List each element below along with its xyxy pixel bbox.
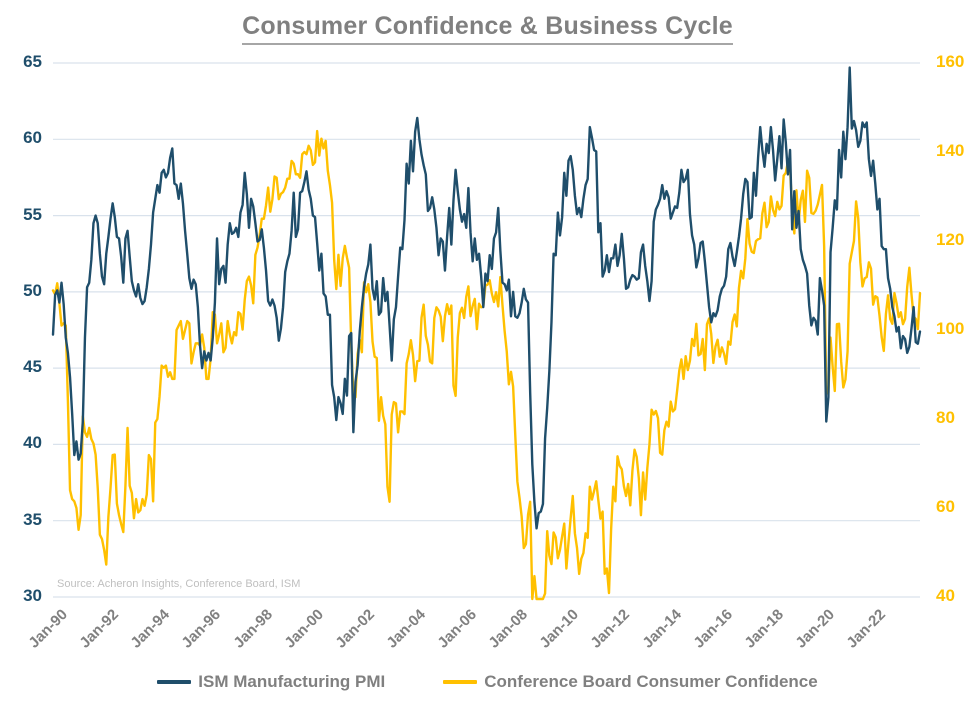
y-axis-right-tick: 160 (936, 52, 965, 71)
y-axis-left-tick: 30 (23, 586, 42, 605)
chart-legend: ISM Manufacturing PMI Conference Board C… (0, 672, 975, 692)
y-axis-left-tick: 55 (23, 204, 42, 224)
y-axis-left-tick: 65 (23, 52, 42, 71)
y-axis-left-tick: 50 (23, 280, 42, 300)
series-lines (51, 66, 922, 601)
legend-swatch-pmi (157, 680, 192, 684)
y-axis-right-tick: 80 (936, 408, 955, 427)
y-axis-left-tick: 60 (23, 128, 42, 148)
y-axis-right-tick: 60 (936, 497, 955, 516)
y-axis-right-tick: 100 (936, 319, 965, 338)
chart-title: Consumer Confidence & Business Cycle (0, 12, 975, 45)
y-axis-left-tick: 40 (23, 433, 42, 453)
legend-label-confidence: Conference Board Consumer Confidence (484, 672, 818, 691)
line-ism-pmi (51, 66, 922, 530)
y-axis-left-tick: 35 (23, 509, 42, 529)
source-note: Source: Acheron Insights, Conference Boa… (57, 578, 301, 590)
legend-item-confidence[interactable]: Conference Board Consumer Confidence (443, 672, 818, 692)
y-axis-right-tick: 140 (936, 141, 965, 160)
legend-label-pmi: ISM Manufacturing PMI (198, 672, 386, 691)
line-consumer-confidence (51, 129, 922, 601)
y-axis-right-tick: 120 (936, 230, 965, 249)
y-axis-right-tick: 40 (936, 586, 955, 605)
y-axis-left-tick: 45 (23, 357, 42, 377)
chart-title-text: Consumer Confidence & Business Cycle (242, 12, 733, 45)
legend-swatch-confidence (443, 680, 478, 684)
legend-item-pmi[interactable]: ISM Manufacturing PMI (157, 672, 385, 692)
